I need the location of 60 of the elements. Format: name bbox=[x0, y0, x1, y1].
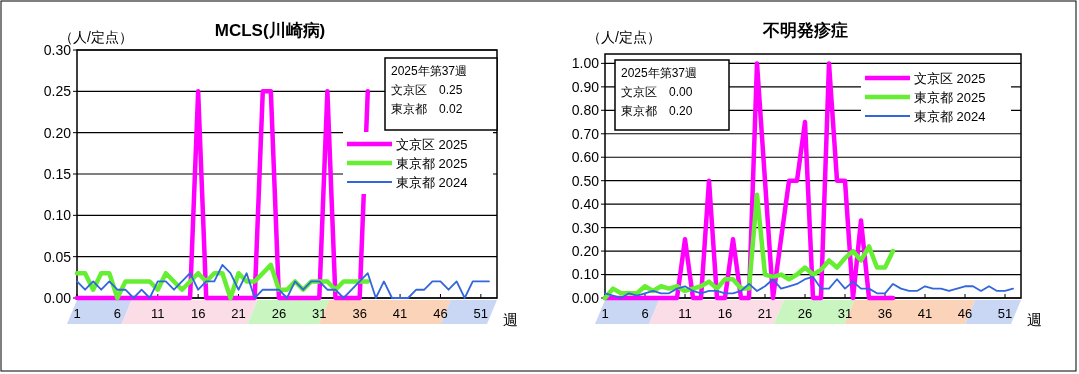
y-tick-label: 0.60 bbox=[571, 149, 600, 166]
y-tick-label: 0.15 bbox=[43, 165, 72, 182]
chart-title: MCLS(川崎病) bbox=[214, 21, 326, 40]
x-tick-label: 21 bbox=[757, 306, 773, 321]
annotation: 2025年第37週 bbox=[391, 64, 468, 78]
y-tick-label: 0.20 bbox=[43, 124, 72, 141]
x-tick-label: 31 bbox=[312, 306, 327, 321]
x-tick-label: 51 bbox=[473, 306, 489, 321]
y-tick-label: 0.50 bbox=[571, 172, 600, 189]
x-axis-title: 週 bbox=[503, 311, 518, 328]
line-series bbox=[604, 275, 1014, 299]
x-tick-label: 16 bbox=[190, 306, 206, 321]
x-tick-label: 16 bbox=[717, 306, 733, 321]
annotation: 文京区 0.25 bbox=[391, 83, 463, 97]
y-tick-label: 0.10 bbox=[43, 207, 72, 224]
x-tick-label: 46 bbox=[957, 306, 973, 321]
y-tick-label: 0.00 bbox=[571, 289, 600, 306]
x-tick-label: 41 bbox=[392, 306, 408, 321]
y-axis-title: （人/定点） bbox=[59, 29, 133, 45]
x-tick-label: 11 bbox=[151, 306, 165, 321]
x-tick-label: 1 bbox=[73, 306, 81, 321]
y-tick-label: 0.20 bbox=[571, 242, 600, 259]
annotation: 東京都 0.02 bbox=[391, 102, 463, 116]
x-tick-label: 31 bbox=[837, 306, 853, 321]
y-tick-label: 0.25 bbox=[43, 83, 72, 100]
y-tick-label: 0.90 bbox=[571, 78, 600, 95]
line-series bbox=[76, 264, 490, 299]
x-tick-label: 6 bbox=[113, 306, 121, 321]
legend-label: 東京都 2024 bbox=[914, 108, 986, 124]
x-tick-label: 41 bbox=[917, 306, 933, 321]
x-tick-label: 51 bbox=[997, 306, 1013, 321]
annotation: 文京区 0.00 bbox=[621, 85, 693, 99]
x-tick-label: 36 bbox=[352, 306, 367, 321]
y-tick-label: 1.00 bbox=[571, 55, 600, 72]
x-tick-label: 26 bbox=[797, 306, 813, 321]
chart-title: 不明発疹症 bbox=[761, 21, 848, 40]
x-tick-label: 26 bbox=[271, 306, 287, 321]
x-tick-label: 21 bbox=[231, 306, 246, 321]
y-tick-label: 0.80 bbox=[571, 102, 600, 119]
legend-label: 文京区 2025 bbox=[914, 70, 986, 86]
y-tick-label: 0.10 bbox=[571, 266, 600, 283]
annotation: 2025年第37週 bbox=[621, 66, 698, 80]
x-tick-label: 6 bbox=[641, 306, 649, 321]
legend-label: 文京区 2025 bbox=[396, 136, 468, 152]
y-axis-title: （人/定点） bbox=[587, 29, 661, 45]
x-tick-label: 11 bbox=[678, 306, 692, 321]
y-tick-label: 0.30 bbox=[571, 219, 600, 236]
x-tick-label: 46 bbox=[433, 306, 448, 321]
y-tick-label: 0.70 bbox=[571, 125, 600, 142]
x-axis-title: 週 bbox=[1027, 311, 1042, 328]
x-tick-label: 36 bbox=[877, 306, 893, 321]
annotation: 東京都 0.20 bbox=[621, 104, 693, 118]
legend-label: 東京都 2024 bbox=[396, 174, 468, 190]
legend-label: 東京都 2025 bbox=[396, 155, 468, 171]
y-tick-label: 0.40 bbox=[571, 196, 600, 213]
line-series bbox=[602, 192, 896, 301]
legend-label: 東京都 2025 bbox=[914, 89, 986, 105]
x-tick-label: 1 bbox=[601, 306, 609, 321]
y-tick-label: 0.00 bbox=[43, 289, 72, 306]
y-tick-label: 0.05 bbox=[43, 248, 72, 265]
